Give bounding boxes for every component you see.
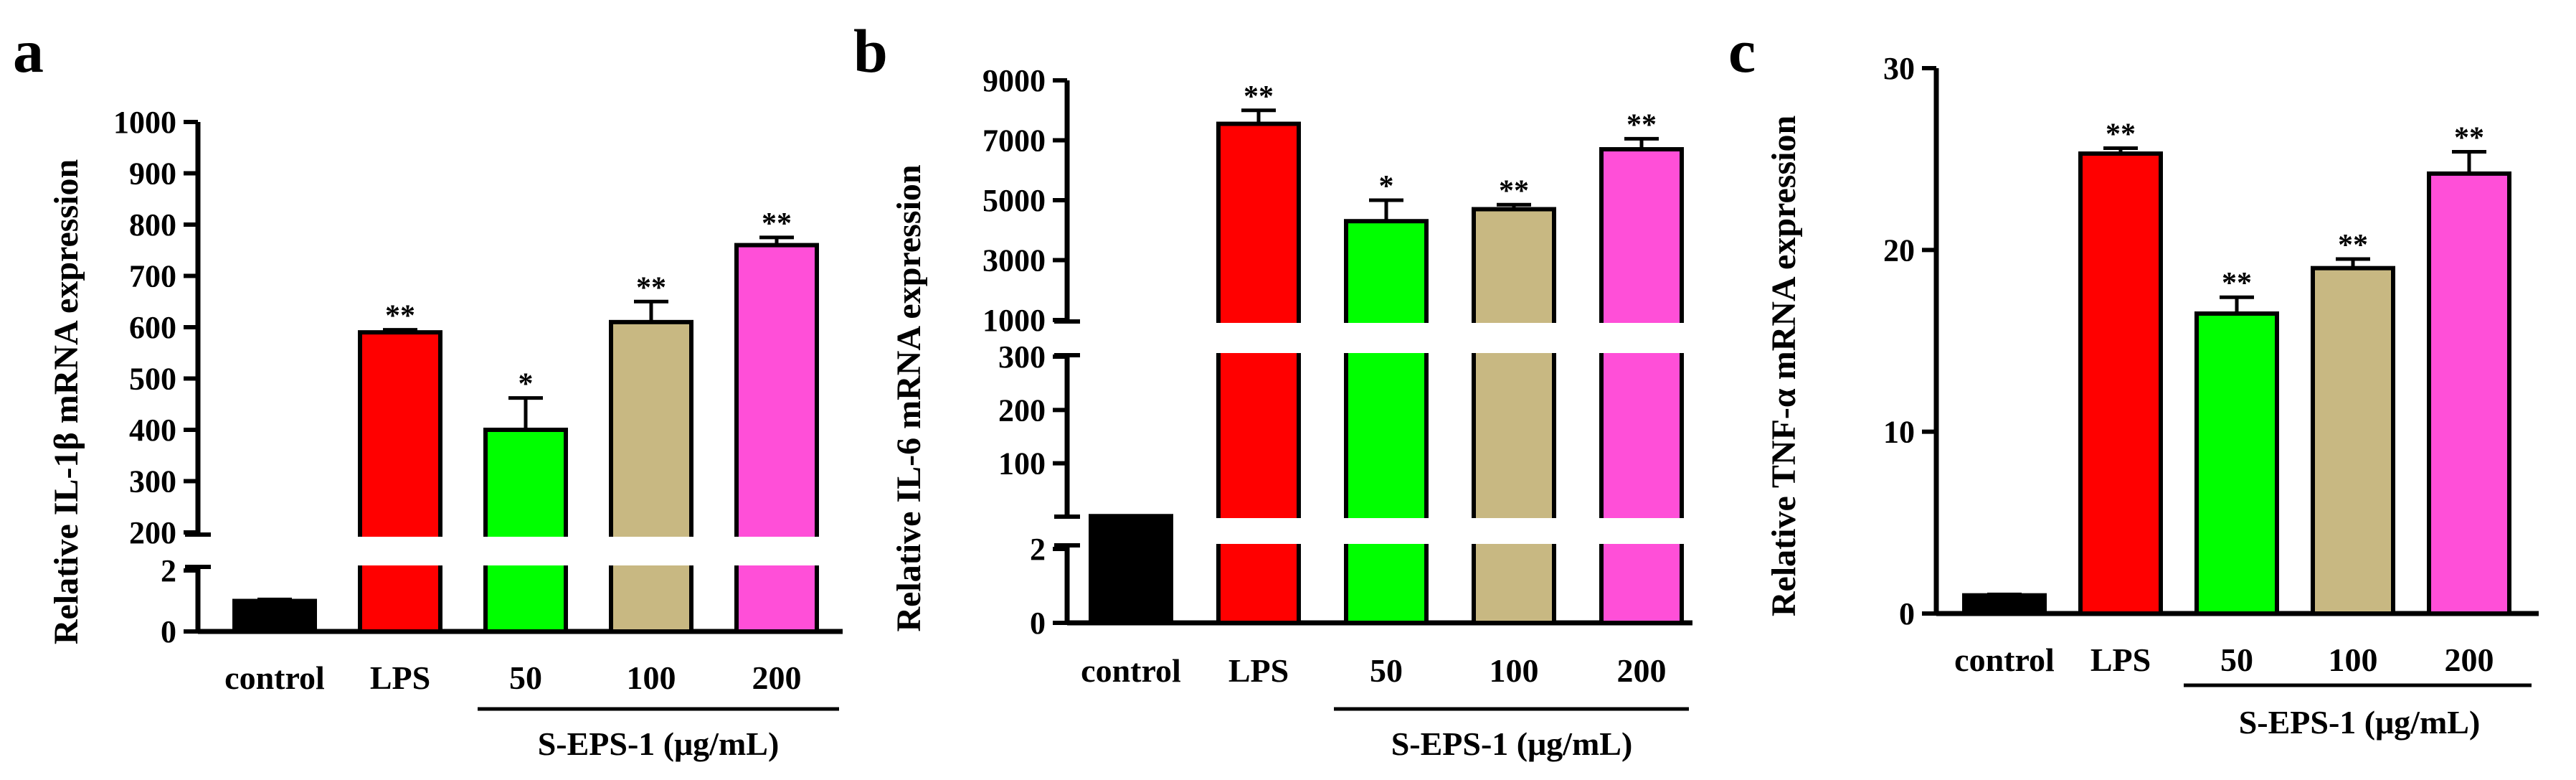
panel-a-y-axis-label: Relative IL-1β mRNA expression — [47, 159, 85, 644]
panel-a-bar-LPS — [358, 330, 442, 634]
panel-b-category-label: 200 — [1617, 652, 1667, 689]
panel-b-bar-200 — [1599, 147, 1684, 625]
panel-c-bar-200 — [2427, 171, 2511, 616]
panel-a: a Relative IL-1β mRNA expression 0220030… — [13, 17, 843, 762]
panel-b-ytick-label: 1000 — [982, 303, 1046, 338]
panel-b-group-label: S-EPS-1 (μg/mL) — [1391, 725, 1633, 762]
panel-b-significance: ** — [1244, 80, 1274, 113]
panel-c-significance: ** — [2222, 267, 2252, 300]
panel-c-ytick-label: 30 — [1883, 51, 1915, 86]
panel-b-bar-LPS — [1216, 121, 1301, 626]
panel-c-y-axis-label: Relative TNF-α mRNA expression — [1765, 116, 1803, 616]
panel-b-ytick-label: 2 — [1030, 532, 1046, 567]
panel-b-bar-50 — [1344, 219, 1429, 626]
panel-a-ytick-label: 500 — [129, 362, 176, 397]
panel-a-category-label: 100 — [627, 659, 676, 696]
panel-c-bar-100 — [2311, 266, 2395, 616]
panel-a-bar-50 — [483, 428, 568, 634]
panel-c-category-label: 200 — [2445, 642, 2494, 678]
panel-b-category-label: 50 — [1370, 652, 1403, 689]
panel-b-ytick-label: 200 — [998, 393, 1046, 428]
panel-c-letter: c — [1728, 17, 1756, 85]
panel-b-letter: b — [853, 17, 888, 85]
panel-c-significance: ** — [2454, 122, 2484, 155]
panel-c-significance: ** — [2106, 118, 2136, 151]
panel-b-category-label: control — [1081, 652, 1181, 689]
panel-c-bar-LPS — [2078, 151, 2163, 616]
panel-c-bar-50 — [2194, 311, 2279, 616]
panel-b-significance: * — [1379, 170, 1394, 203]
panel-c: c Relative TNF-α mRNA expression 0 10 20 30… — [1728, 17, 2539, 741]
panel-a-category-label: LPS — [370, 659, 430, 696]
panel-a-ytick-label: 200 — [129, 515, 176, 550]
panel-a-category-label: control — [224, 659, 325, 696]
panel-a-group-label: S-EPS-1 (μg/mL) — [538, 725, 780, 762]
panel-c-ytick-label: 0 — [1899, 596, 1915, 631]
panel-c-ytick-label: 10 — [1883, 415, 1915, 450]
panel-a-bar-100 — [609, 319, 693, 634]
panel-b-break-gap-2 — [1205, 518, 1692, 544]
panel-c-significance: ** — [2338, 229, 2368, 262]
panel-b-significance: ** — [1499, 174, 1529, 207]
panel-c-ytick-label: 20 — [1883, 232, 1915, 268]
panel-a-ytick-label: 300 — [129, 464, 176, 499]
panel-b-category-label: 100 — [1490, 652, 1539, 689]
panel-b-ytick-label: 3000 — [982, 243, 1046, 278]
panel-a-ytick-label: 700 — [129, 259, 176, 294]
panel-b-ytick-label: 300 — [998, 339, 1046, 375]
panel-a-ytick-label: 900 — [129, 156, 176, 192]
panel-a-break-gap — [337, 537, 839, 565]
panel-b-ytick-label: 0 — [1030, 606, 1046, 641]
panel-c-category-label: control — [1954, 642, 2055, 678]
panel-a-significance: ** — [385, 300, 415, 333]
panel-a-ytick-label: 2 — [161, 553, 176, 588]
panel-c-group-label: S-EPS-1 (μg/mL) — [2239, 704, 2481, 741]
panel-b-bar-100 — [1472, 207, 1556, 625]
panel-a-ytick-label: 400 — [129, 413, 176, 448]
panel-a-ytick-label: 1000 — [113, 105, 176, 140]
panel-c-category-label: 50 — [2220, 642, 2253, 678]
panel-a-category-label: 200 — [752, 659, 802, 696]
panel-b-ytick-label: 100 — [998, 446, 1046, 481]
panel-b-significance: ** — [1626, 108, 1657, 141]
panel-b: b Relative IL-6 mRNA expression 0 2 100 200… — [853, 17, 1692, 762]
panel-c-category-label: LPS — [2090, 642, 2151, 678]
panel-a-bar-control — [232, 598, 317, 634]
panel-b-ytick-label: 5000 — [982, 183, 1046, 218]
panel-b-ytick-label: 7000 — [982, 123, 1046, 159]
panel-b-ytick-label: 9000 — [982, 63, 1046, 98]
panel-b-break-gap-1 — [1205, 323, 1692, 353]
panel-b-y-axis-label: Relative IL-6 mRNA expression — [890, 164, 928, 631]
panel-a-significance: ** — [762, 207, 792, 240]
panel-b-bar-control — [1089, 514, 1173, 625]
panel-a-significance: ** — [636, 271, 666, 304]
panel-a-ytick-label: 0 — [161, 614, 176, 649]
panel-a-letter: a — [13, 17, 44, 85]
panel-a-category-label: 50 — [509, 659, 542, 696]
panel-a-ytick-label: 600 — [129, 310, 176, 345]
panel-c-category-label: 100 — [2329, 642, 2378, 678]
panel-b-category-label: LPS — [1228, 652, 1289, 689]
panel-a-bar-200 — [734, 243, 819, 634]
panel-c-bar-control — [1962, 593, 2047, 616]
panel-a-significance: * — [518, 368, 534, 401]
panel-a-ytick-label: 800 — [129, 207, 176, 243]
